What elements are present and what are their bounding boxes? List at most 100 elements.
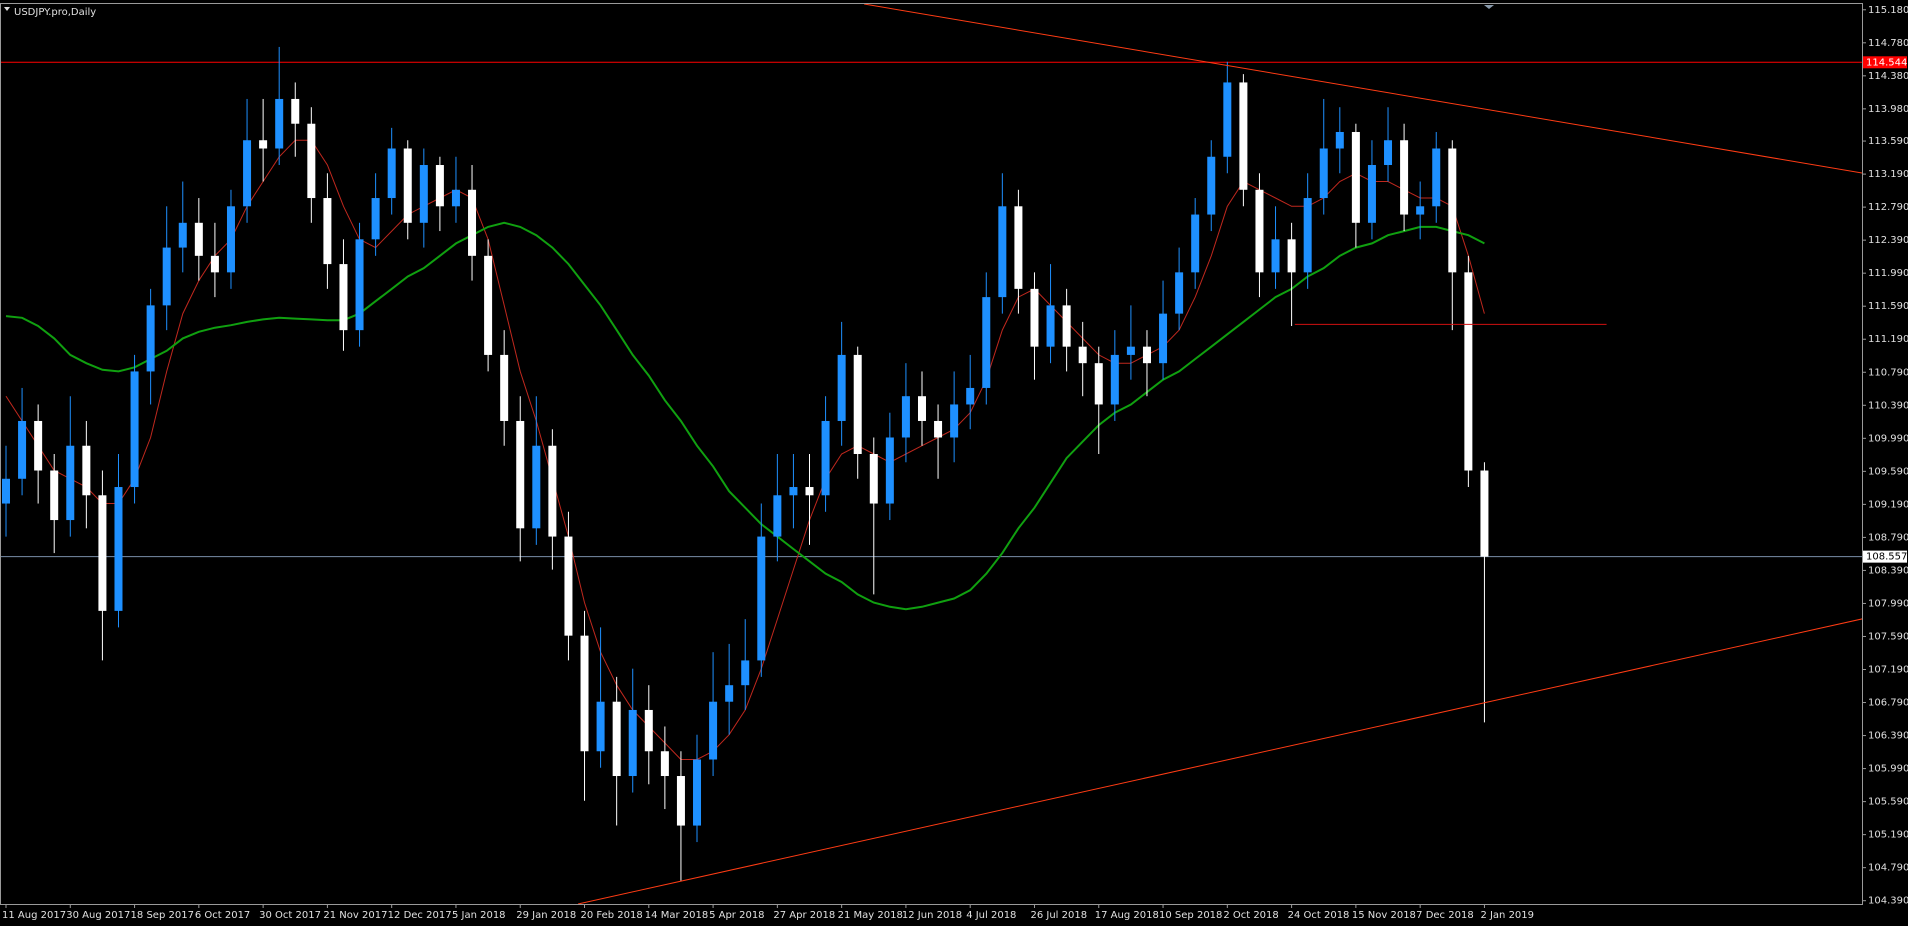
- y-tick-label: 113.590: [1868, 136, 1908, 147]
- candle-body: [1432, 148, 1441, 207]
- candle-body: [741, 660, 750, 686]
- y-tick-label: 114.380: [1868, 71, 1908, 82]
- candle-body: [789, 487, 798, 496]
- candle-body: [676, 776, 685, 826]
- candle-body: [243, 140, 252, 207]
- candle-body: [917, 396, 926, 421]
- candle-body: [1367, 165, 1376, 223]
- candle-body: [644, 709, 653, 752]
- candle-body: [1191, 214, 1200, 273]
- y-tick-label: 107.990: [1868, 598, 1908, 609]
- candle-body: [419, 165, 428, 223]
- plot-frame: [0, 3, 1863, 905]
- candle-body: [114, 487, 123, 611]
- plot-area: [1, 4, 1862, 904]
- candle-body: [1464, 272, 1473, 471]
- candle-body: [1271, 239, 1280, 273]
- candle-body: [596, 701, 605, 752]
- y-tick-label: 111.190: [1868, 334, 1908, 345]
- y-tick-label: 111.590: [1868, 301, 1908, 312]
- candle-body: [869, 454, 878, 504]
- candle-body: [259, 140, 268, 149]
- trendline: [577, 618, 1862, 904]
- x-tick-label: 27 Apr 2018: [773, 910, 835, 921]
- candle-body: [1416, 206, 1425, 215]
- candle-body: [773, 495, 782, 537]
- candle-body: [982, 297, 991, 388]
- x-tick-label: 10 Sep 2018: [1159, 910, 1222, 921]
- x-tick-label: 20 Feb 2018: [581, 910, 643, 921]
- menu-icon[interactable]: [4, 7, 10, 11]
- trendline: [864, 4, 1862, 174]
- candle-body: [130, 371, 139, 488]
- candle-body: [50, 470, 59, 521]
- y-tick-label: 109.990: [1868, 433, 1908, 444]
- y-tick-label: 108.390: [1868, 565, 1908, 576]
- moving-average: [5, 139, 1485, 760]
- candle-body: [709, 701, 718, 760]
- candle-body: [2, 478, 10, 504]
- candle-body: [950, 404, 959, 438]
- y-tick-label: 115.180: [1868, 5, 1908, 16]
- candle-body: [387, 148, 396, 199]
- y-tick-label: 106.790: [1868, 698, 1908, 709]
- candle-body: [146, 305, 155, 372]
- candle-body: [307, 123, 316, 199]
- y-tick-label: 105.190: [1868, 830, 1908, 841]
- x-tick-label: 26 Jul 2018: [1030, 910, 1087, 921]
- candle-body: [1142, 346, 1151, 364]
- x-tick-label: 4 Jul 2018: [966, 910, 1016, 921]
- candle-body: [1030, 288, 1039, 347]
- candle-body: [323, 198, 332, 265]
- x-tick-label: 29 Jan 2018: [516, 910, 576, 921]
- candle-body: [853, 354, 862, 454]
- y-tick-label: 104.390: [1868, 896, 1908, 907]
- candle-body: [1175, 272, 1184, 314]
- y-tick-label: 109.190: [1868, 499, 1908, 510]
- candle-body: [66, 445, 75, 521]
- x-tick-label: 24 Oct 2018: [1288, 910, 1350, 921]
- candle-body: [1014, 206, 1023, 289]
- candle-body: [901, 396, 910, 438]
- candle-body: [34, 420, 43, 471]
- x-tick-label: 6 Oct 2017: [195, 910, 250, 921]
- candle-body: [275, 98, 284, 149]
- candle-body: [966, 387, 975, 405]
- x-tick-label: 2 Oct 2018: [1223, 910, 1278, 921]
- candle-body: [1319, 148, 1328, 199]
- candle-body: [451, 189, 460, 207]
- y-tick-label: 110.790: [1868, 367, 1908, 378]
- candle-body: [1448, 148, 1457, 273]
- candle-body: [1400, 140, 1409, 215]
- shift-marker: [1484, 5, 1494, 9]
- candle-body: [403, 148, 412, 223]
- candle-body: [1062, 305, 1071, 347]
- y-tick-label: 113.190: [1868, 169, 1908, 180]
- y-tick-label: 114.780: [1868, 38, 1908, 49]
- candle-body: [725, 685, 734, 702]
- candle-body: [885, 437, 894, 504]
- y-tick-label: 107.190: [1868, 665, 1908, 676]
- y-tick-label: 108.790: [1868, 532, 1908, 543]
- candle-body: [612, 701, 621, 777]
- x-tick-label: 30 Oct 2017: [259, 910, 321, 921]
- y-tick-label: 111.990: [1868, 268, 1908, 279]
- y-tick-label: 112.790: [1868, 202, 1908, 213]
- candle-body: [371, 198, 380, 240]
- y-tick-label: 105.590: [1868, 797, 1908, 808]
- candle-body: [1255, 189, 1264, 273]
- candle-body: [934, 420, 943, 438]
- x-tick-label: 30 Aug 2017: [66, 910, 130, 921]
- candle-body: [291, 98, 300, 124]
- candle-body: [1078, 346, 1087, 364]
- candle-body: [660, 751, 669, 777]
- candle-body: [693, 759, 702, 826]
- x-tick-label: 15 Nov 2018: [1352, 910, 1416, 921]
- candle-body: [226, 206, 235, 273]
- x-tick-label: 5 Apr 2018: [709, 910, 764, 921]
- x-tick-label: 7 Dec 2018: [1416, 910, 1474, 921]
- candle-body: [1239, 82, 1248, 190]
